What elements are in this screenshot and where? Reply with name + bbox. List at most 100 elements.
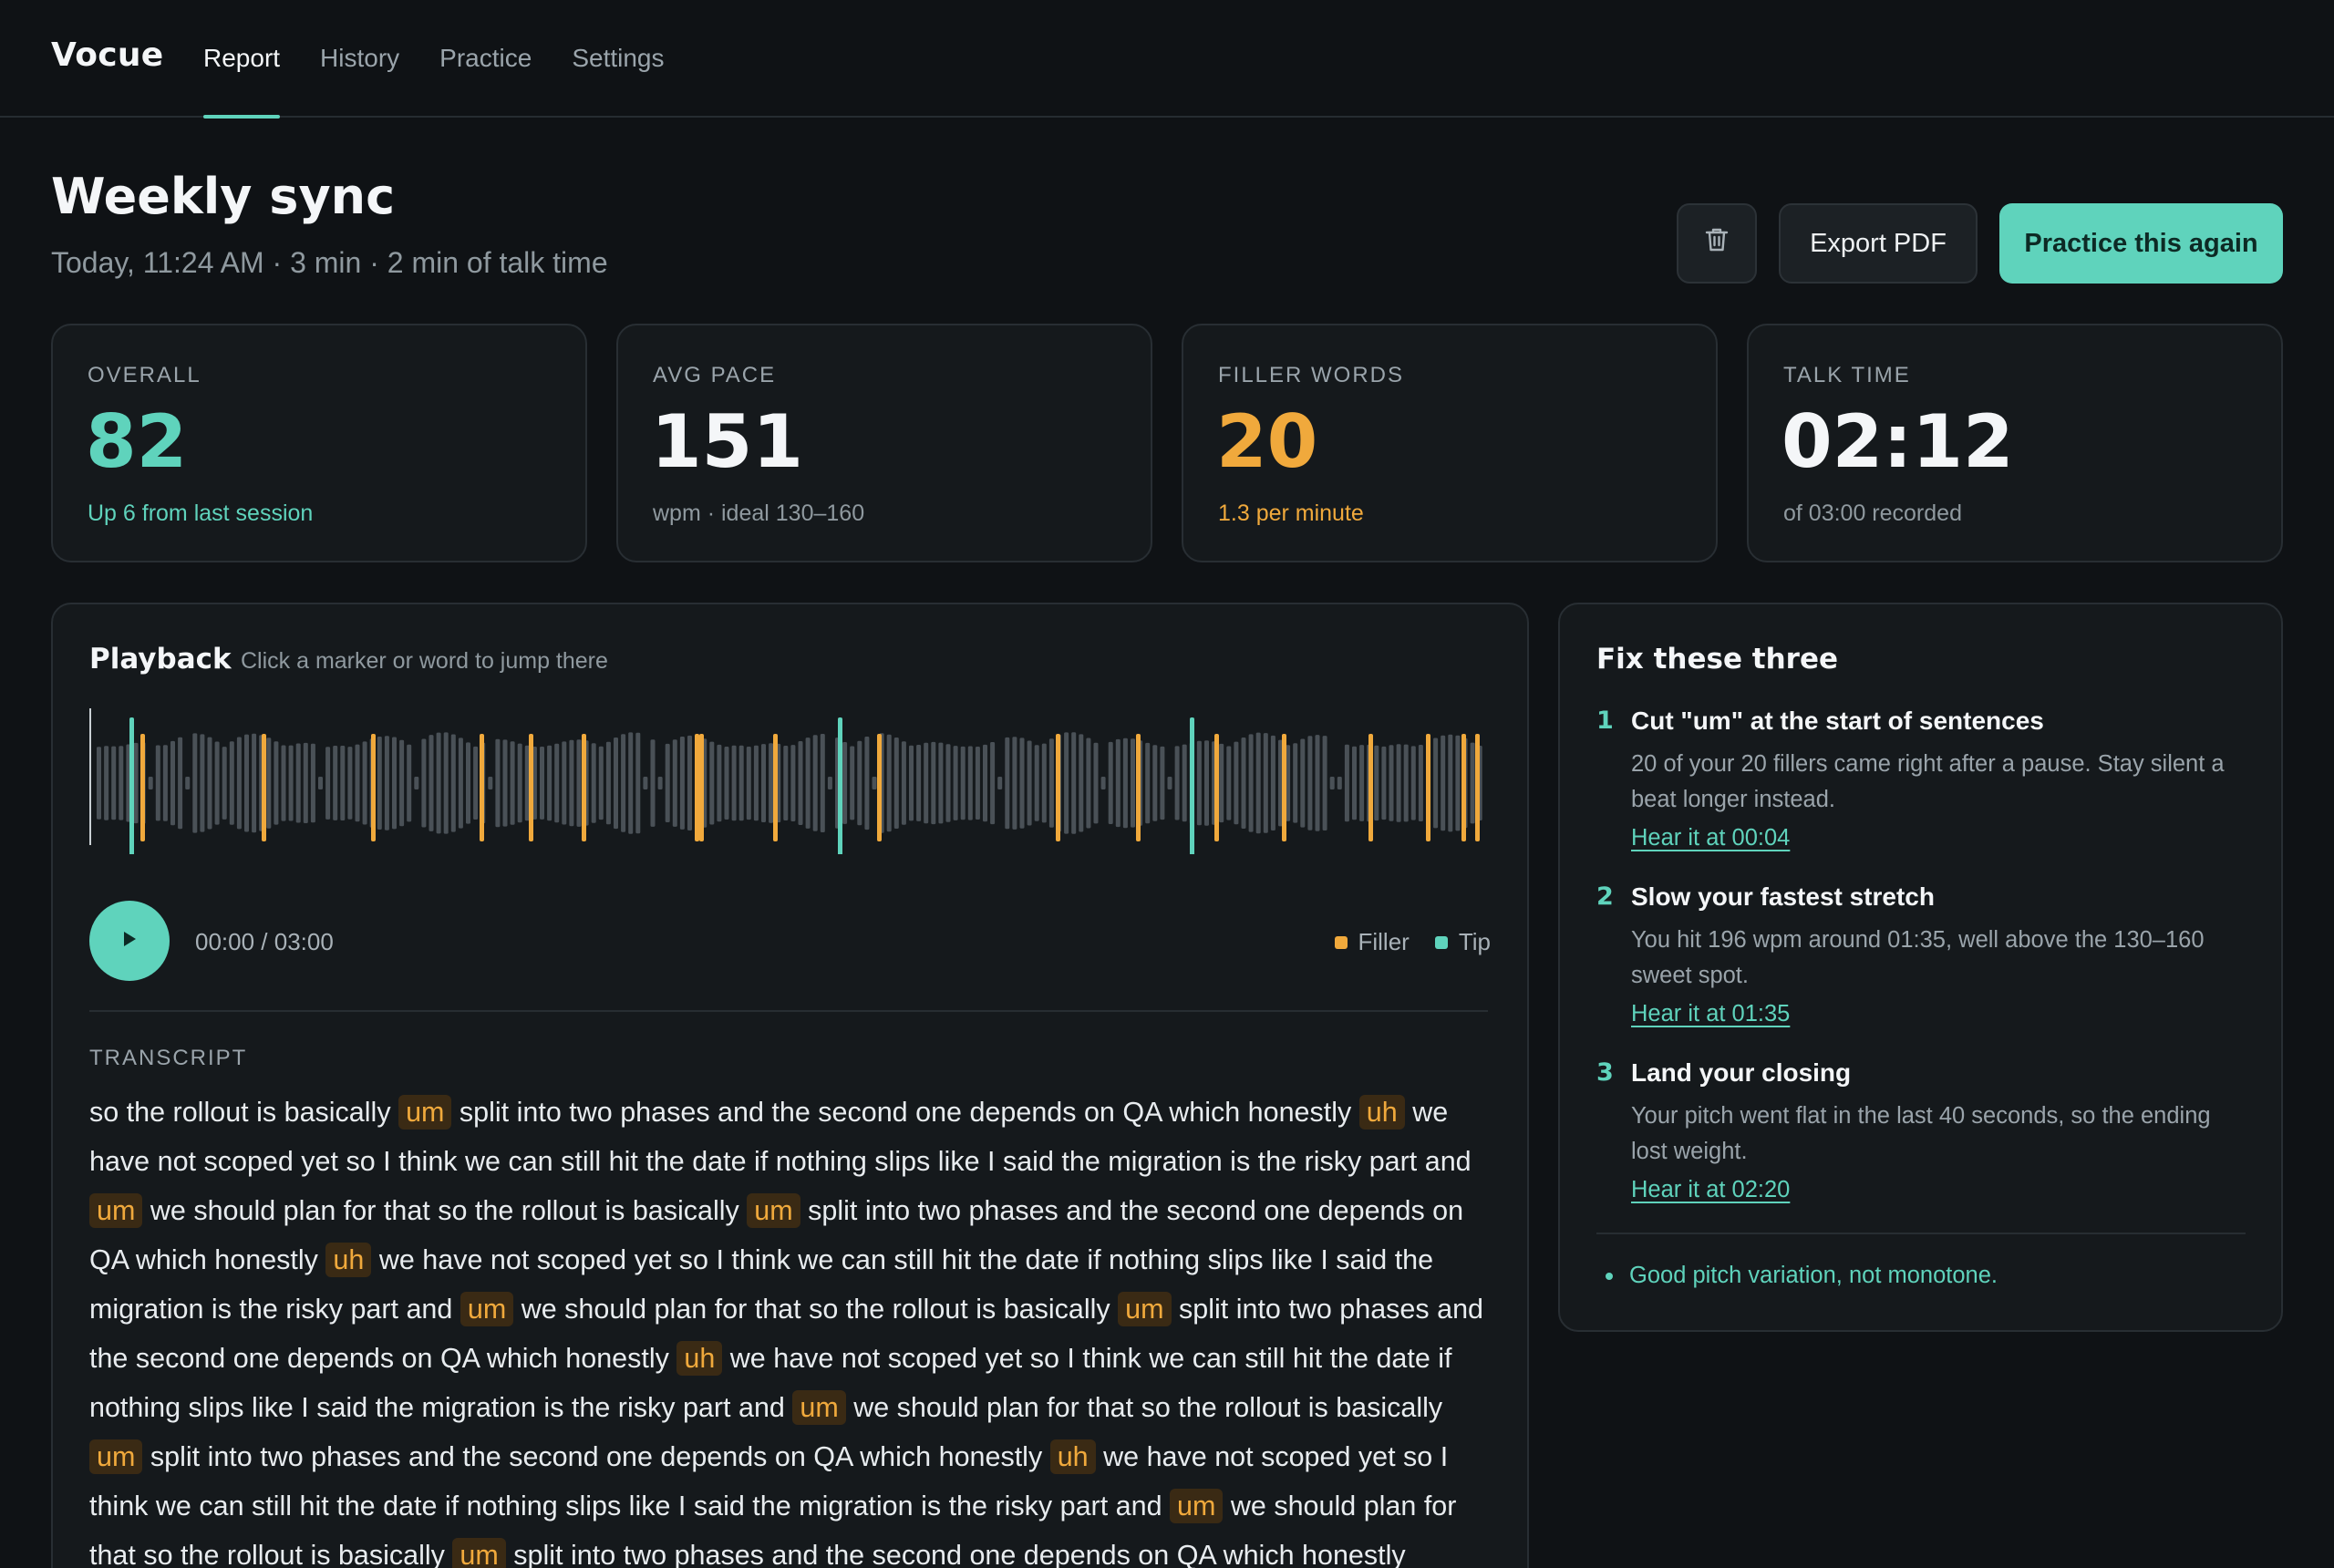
filler-word[interactable]: um <box>89 1439 143 1474</box>
filler-marker[interactable] <box>1214 734 1219 841</box>
waveform-bar <box>1005 737 1010 830</box>
waveform-bar <box>1307 736 1313 830</box>
waveform-bar <box>1441 735 1446 831</box>
waveform-bar <box>1286 745 1291 821</box>
transcript-segment[interactable]: we have not scoped yet so I think we can… <box>89 1097 1472 1177</box>
filler-marker[interactable] <box>1475 734 1480 841</box>
filler-marker[interactable] <box>1461 734 1466 841</box>
waveform-bar <box>665 743 670 822</box>
filler-marker[interactable] <box>1056 734 1060 841</box>
transcript-segment[interactable]: split into two phases and the second one… <box>150 1441 1043 1472</box>
filler-marker[interactable] <box>877 734 882 841</box>
waveform-bar <box>133 742 139 824</box>
transcript-segment[interactable]: we should plan for that so the rollout i… <box>853 1392 1443 1423</box>
filler-word[interactable]: um <box>1170 1489 1224 1523</box>
filler-marker[interactable] <box>695 734 699 841</box>
transcript-segment[interactable]: we have not scoped yet so I think we can… <box>89 1343 1452 1423</box>
waveform-bar <box>1034 745 1039 821</box>
waveform-bar <box>1196 740 1202 826</box>
filler-word[interactable]: um <box>1118 1292 1172 1326</box>
waveform-bar <box>1064 732 1069 834</box>
filler-marker[interactable] <box>1136 734 1141 841</box>
waveform-bar <box>1455 735 1461 831</box>
filler-word[interactable]: um <box>747 1193 800 1228</box>
tip-marker[interactable] <box>129 717 134 854</box>
tab-history[interactable]: History <box>320 44 400 72</box>
tab-report[interactable]: Report <box>203 0 281 119</box>
filler-marker[interactable] <box>262 734 266 841</box>
export-pdf-button[interactable]: Export PDF <box>1779 203 1978 284</box>
filler-marker[interactable] <box>1282 734 1286 841</box>
hear-it-link[interactable]: Hear it at 00:04 <box>1631 825 1791 851</box>
filler-word[interactable]: um <box>398 1095 452 1130</box>
playback-title: Playback <box>89 643 232 676</box>
brand-logo[interactable]: Vocue <box>51 36 164 74</box>
practice-again-button[interactable]: Practice this again <box>1999 203 2283 284</box>
waveform[interactable] <box>89 707 1488 854</box>
stat-sub: wpm · ideal 130–160 <box>653 500 865 526</box>
waveform-bar <box>945 744 951 822</box>
transcript-segment[interactable]: split into two phases and the second one… <box>459 1097 1352 1128</box>
waveform-bar <box>1448 734 1453 832</box>
waveform-bar <box>643 777 648 789</box>
filler-marker[interactable] <box>1368 734 1373 841</box>
filler-marker[interactable] <box>140 734 145 841</box>
waveform-bar <box>488 777 493 789</box>
filler-word[interactable]: uh <box>325 1243 372 1277</box>
transcript-segment[interactable]: so the rollout is basically <box>89 1097 391 1128</box>
filler-word[interactable]: um <box>89 1193 143 1228</box>
filler-word[interactable]: uh <box>1358 1095 1405 1130</box>
filler-word[interactable]: um <box>452 1538 506 1568</box>
tab-practice[interactable]: Practice <box>439 44 532 72</box>
waveform-bar <box>909 745 914 821</box>
filler-word[interactable]: uh <box>676 1341 723 1376</box>
waveform-bar <box>605 741 611 825</box>
transcript-segment[interactable]: split into two phases and the second one… <box>89 1195 1464 1275</box>
waveform-bar <box>842 742 848 824</box>
transcript-segment[interactable]: split into two phases and the second one… <box>513 1540 1406 1568</box>
transcript-segment[interactable]: we should plan for that so the rollout i… <box>89 1491 1457 1568</box>
play-icon <box>120 929 139 953</box>
filler-marker[interactable] <box>529 734 533 841</box>
waveform-bar <box>333 746 338 820</box>
stat-label: FILLER WORDS <box>1218 363 1405 387</box>
waveform-bar <box>1352 746 1357 820</box>
transcript-segment[interactable]: we should plan for that so the rollout i… <box>521 1294 1110 1325</box>
transcript-segment[interactable]: we have not scoped yet so I think we can… <box>89 1441 1449 1522</box>
tip-marker[interactable] <box>1190 717 1194 854</box>
tab-settings[interactable]: Settings <box>572 44 665 72</box>
playhead[interactable] <box>89 708 91 845</box>
stat-value: 20 <box>1216 399 1318 484</box>
filler-marker[interactable] <box>773 734 778 841</box>
waveform-bar <box>429 735 434 831</box>
filler-marker[interactable] <box>582 734 586 841</box>
filler-marker[interactable] <box>699 734 704 841</box>
filler-word[interactable]: um <box>792 1390 846 1425</box>
transcript-segment[interactable]: we should plan for that so the rollout i… <box>150 1195 739 1226</box>
hear-it-link[interactable]: Hear it at 02:20 <box>1631 1177 1791 1202</box>
tip-marker[interactable] <box>838 717 842 854</box>
waveform-bar <box>983 744 987 822</box>
waveform-bar <box>421 738 427 828</box>
filler-word[interactable]: um <box>460 1292 514 1326</box>
waveform-bar <box>635 732 641 834</box>
delete-button[interactable] <box>1677 203 1757 284</box>
waveform-bar <box>1433 738 1439 829</box>
play-button[interactable] <box>89 901 170 981</box>
waveform-bar <box>820 734 825 832</box>
waveform-bar <box>310 743 315 823</box>
waveform-bar <box>1234 741 1239 825</box>
waveform-bar <box>1071 732 1077 834</box>
waveform-bar <box>155 745 160 821</box>
transcript-segment[interactable]: split into two phases and the second one… <box>89 1294 1484 1374</box>
waveform-bar <box>924 742 929 824</box>
filler-marker[interactable] <box>371 734 376 841</box>
waveform-bar <box>1410 746 1416 820</box>
filler-word[interactable]: uh <box>1049 1439 1096 1474</box>
hear-it-link[interactable]: Hear it at 01:35 <box>1631 1001 1791 1026</box>
transcript-segment[interactable]: we have not scoped yet so I think we can… <box>89 1244 1434 1325</box>
filler-marker[interactable] <box>1426 734 1430 841</box>
waveform-bar <box>192 733 198 833</box>
waveform-bar <box>1160 746 1165 820</box>
filler-marker[interactable] <box>480 734 484 841</box>
